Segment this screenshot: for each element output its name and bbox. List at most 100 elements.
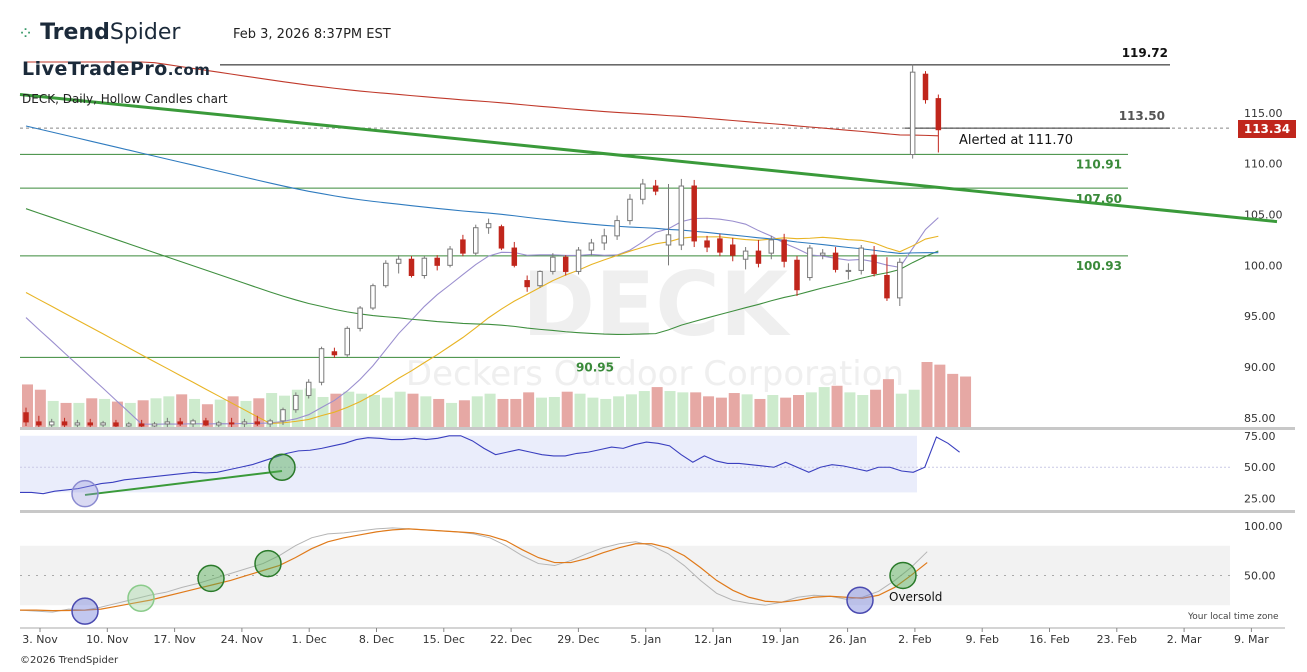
candle-body <box>113 422 119 427</box>
volume-bar <box>150 398 162 428</box>
volume-bar <box>86 398 98 428</box>
candle-body <box>177 421 183 425</box>
volume-bar <box>921 362 933 428</box>
x-tick-label: 9. Mar <box>1234 633 1269 646</box>
stoch-tick-label: 100.00 <box>1244 520 1283 533</box>
price-tick-label: 90.00 <box>1244 361 1276 374</box>
candle-body <box>897 261 903 299</box>
trendspider-logo: ⁘ TrendSpider <box>18 20 180 45</box>
volume-bar <box>741 394 753 428</box>
stoch-signal-marker <box>197 564 225 593</box>
volume-bar <box>600 398 612 428</box>
moving-average-line <box>26 61 939 137</box>
candle-body <box>562 256 569 272</box>
candle-body <box>305 381 312 396</box>
candle-body <box>36 421 42 426</box>
logo-icon: ⁘ <box>18 23 34 44</box>
stoch-tick-label: 50.00 <box>1244 569 1276 582</box>
candle-body <box>241 421 248 425</box>
volume-bar <box>381 397 393 428</box>
candle-body <box>665 234 672 246</box>
watermark-domain: .com <box>167 61 211 79</box>
price-tick-label: 95.00 <box>1244 310 1276 323</box>
candle-body <box>331 351 338 356</box>
candle-body <box>678 185 685 246</box>
volume-bar <box>227 396 239 428</box>
volume-bar <box>510 398 522 428</box>
volume-bar <box>870 389 882 428</box>
volume-bar <box>240 400 252 428</box>
volume-bar <box>664 391 676 428</box>
volume-bar <box>317 396 329 428</box>
candle-body <box>190 420 196 425</box>
candle-body <box>537 270 543 287</box>
volume-bar <box>34 389 46 428</box>
volume-bar <box>458 400 470 428</box>
x-tick-label: 17. Nov <box>153 633 196 646</box>
volume-bar <box>22 384 33 428</box>
candle-body <box>216 422 222 426</box>
candle-body <box>421 257 428 277</box>
candle-body <box>614 220 620 237</box>
candle-body <box>511 247 518 266</box>
candle-body <box>807 247 813 279</box>
volume-bar <box>304 388 316 428</box>
candle-body <box>293 394 299 411</box>
volume-bar <box>137 400 149 428</box>
volume-bar <box>356 393 368 428</box>
x-tick-label: 5. Jan <box>630 633 661 646</box>
brand-suffix: Spider <box>109 20 181 45</box>
candle-body <box>755 250 762 264</box>
volume-bar <box>780 397 792 428</box>
volume-bar <box>124 402 136 428</box>
candle-body <box>473 227 479 254</box>
x-tick-label: 12. Jan <box>694 633 732 646</box>
volume-bar <box>330 393 342 428</box>
volume-bar <box>728 393 740 428</box>
stoch-d-line <box>20 528 928 612</box>
volume-bar <box>523 392 535 428</box>
price-tick-label: 115.00 <box>1244 107 1283 120</box>
candle-body <box>730 244 736 256</box>
x-tick-label: 23. Feb <box>1097 633 1137 646</box>
volume-bar <box>368 395 380 428</box>
volume-bar <box>793 395 804 428</box>
volume-bar <box>446 402 458 428</box>
price-level-label: 100.93 <box>1076 259 1122 273</box>
price-tick-label: 85.00 <box>1244 412 1276 425</box>
volume-bar <box>189 398 201 428</box>
volume-bar <box>176 394 188 428</box>
x-tick-label: 24. Nov <box>221 633 264 646</box>
watermark-brand: LiveTradePro <box>22 58 168 80</box>
candle-body <box>550 256 556 272</box>
volume-bar <box>574 393 586 428</box>
volume-bar <box>420 396 432 428</box>
candle-body <box>408 258 415 277</box>
price-level-label: 113.50 <box>1119 109 1165 123</box>
candle-body <box>48 421 55 426</box>
volume-bar <box>857 395 869 428</box>
volume-bar <box>548 396 560 428</box>
volume-bar <box>407 393 419 428</box>
candle-body <box>460 239 466 254</box>
candle-body <box>498 226 505 249</box>
candle-body <box>909 71 916 156</box>
candle-body <box>138 423 145 427</box>
candle-body <box>318 348 325 383</box>
candle-body <box>126 423 132 427</box>
candle-body <box>447 248 453 266</box>
volume-bar <box>561 391 573 428</box>
candle-body <box>742 250 749 260</box>
volume-bar <box>754 398 766 428</box>
volume-bar <box>908 389 920 428</box>
current-price-badge: 113.34 <box>1238 120 1296 138</box>
volume-bar <box>844 392 856 428</box>
x-tick-label: 19. Jan <box>761 633 799 646</box>
candle-body <box>74 422 81 426</box>
volume-bar <box>895 393 907 428</box>
volume-bar <box>471 396 483 428</box>
candle-body <box>344 327 350 356</box>
candle-body <box>267 420 273 425</box>
x-tick-label: 10. Nov <box>86 633 129 646</box>
